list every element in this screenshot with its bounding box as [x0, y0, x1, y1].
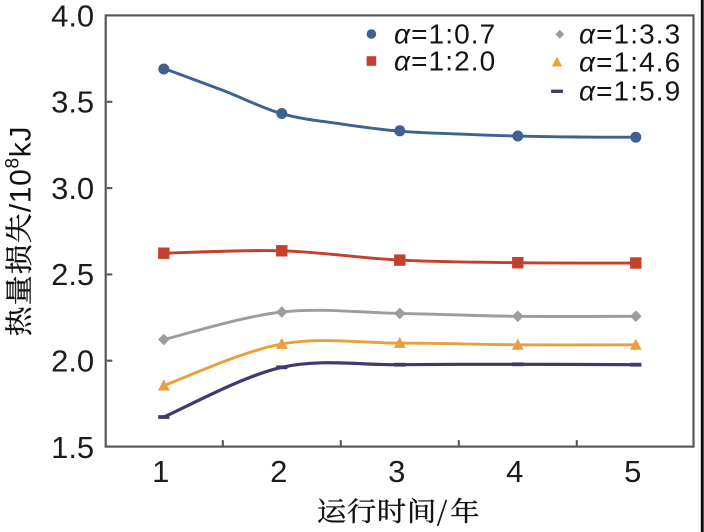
svg-text:4.0: 4.0 — [51, 0, 94, 33]
svg-text:2: 2 — [270, 454, 287, 489]
svg-text:5: 5 — [624, 454, 641, 489]
svg-text:1: 1 — [152, 454, 169, 489]
svg-text:α=1:2.0: α=1:2.0 — [394, 45, 496, 76]
svg-text:4: 4 — [506, 454, 523, 489]
svg-text:2.5: 2.5 — [51, 257, 94, 292]
svg-text:α=1:4.6: α=1:4.6 — [579, 47, 681, 78]
svg-text:3.0: 3.0 — [51, 171, 94, 206]
svg-text:α=1:3.3: α=1:3.3 — [579, 19, 681, 50]
svg-text:/108kJ: /108kJ — [3, 126, 38, 213]
svg-text:2.0: 2.0 — [51, 344, 94, 379]
svg-text:α=1:5.9: α=1:5.9 — [579, 76, 681, 107]
svg-text:1.5: 1.5 — [51, 430, 94, 465]
svg-text:3: 3 — [388, 454, 405, 489]
svg-text:α=1:0.7: α=1:0.7 — [394, 18, 496, 49]
svg-text:3.5: 3.5 — [51, 85, 94, 120]
